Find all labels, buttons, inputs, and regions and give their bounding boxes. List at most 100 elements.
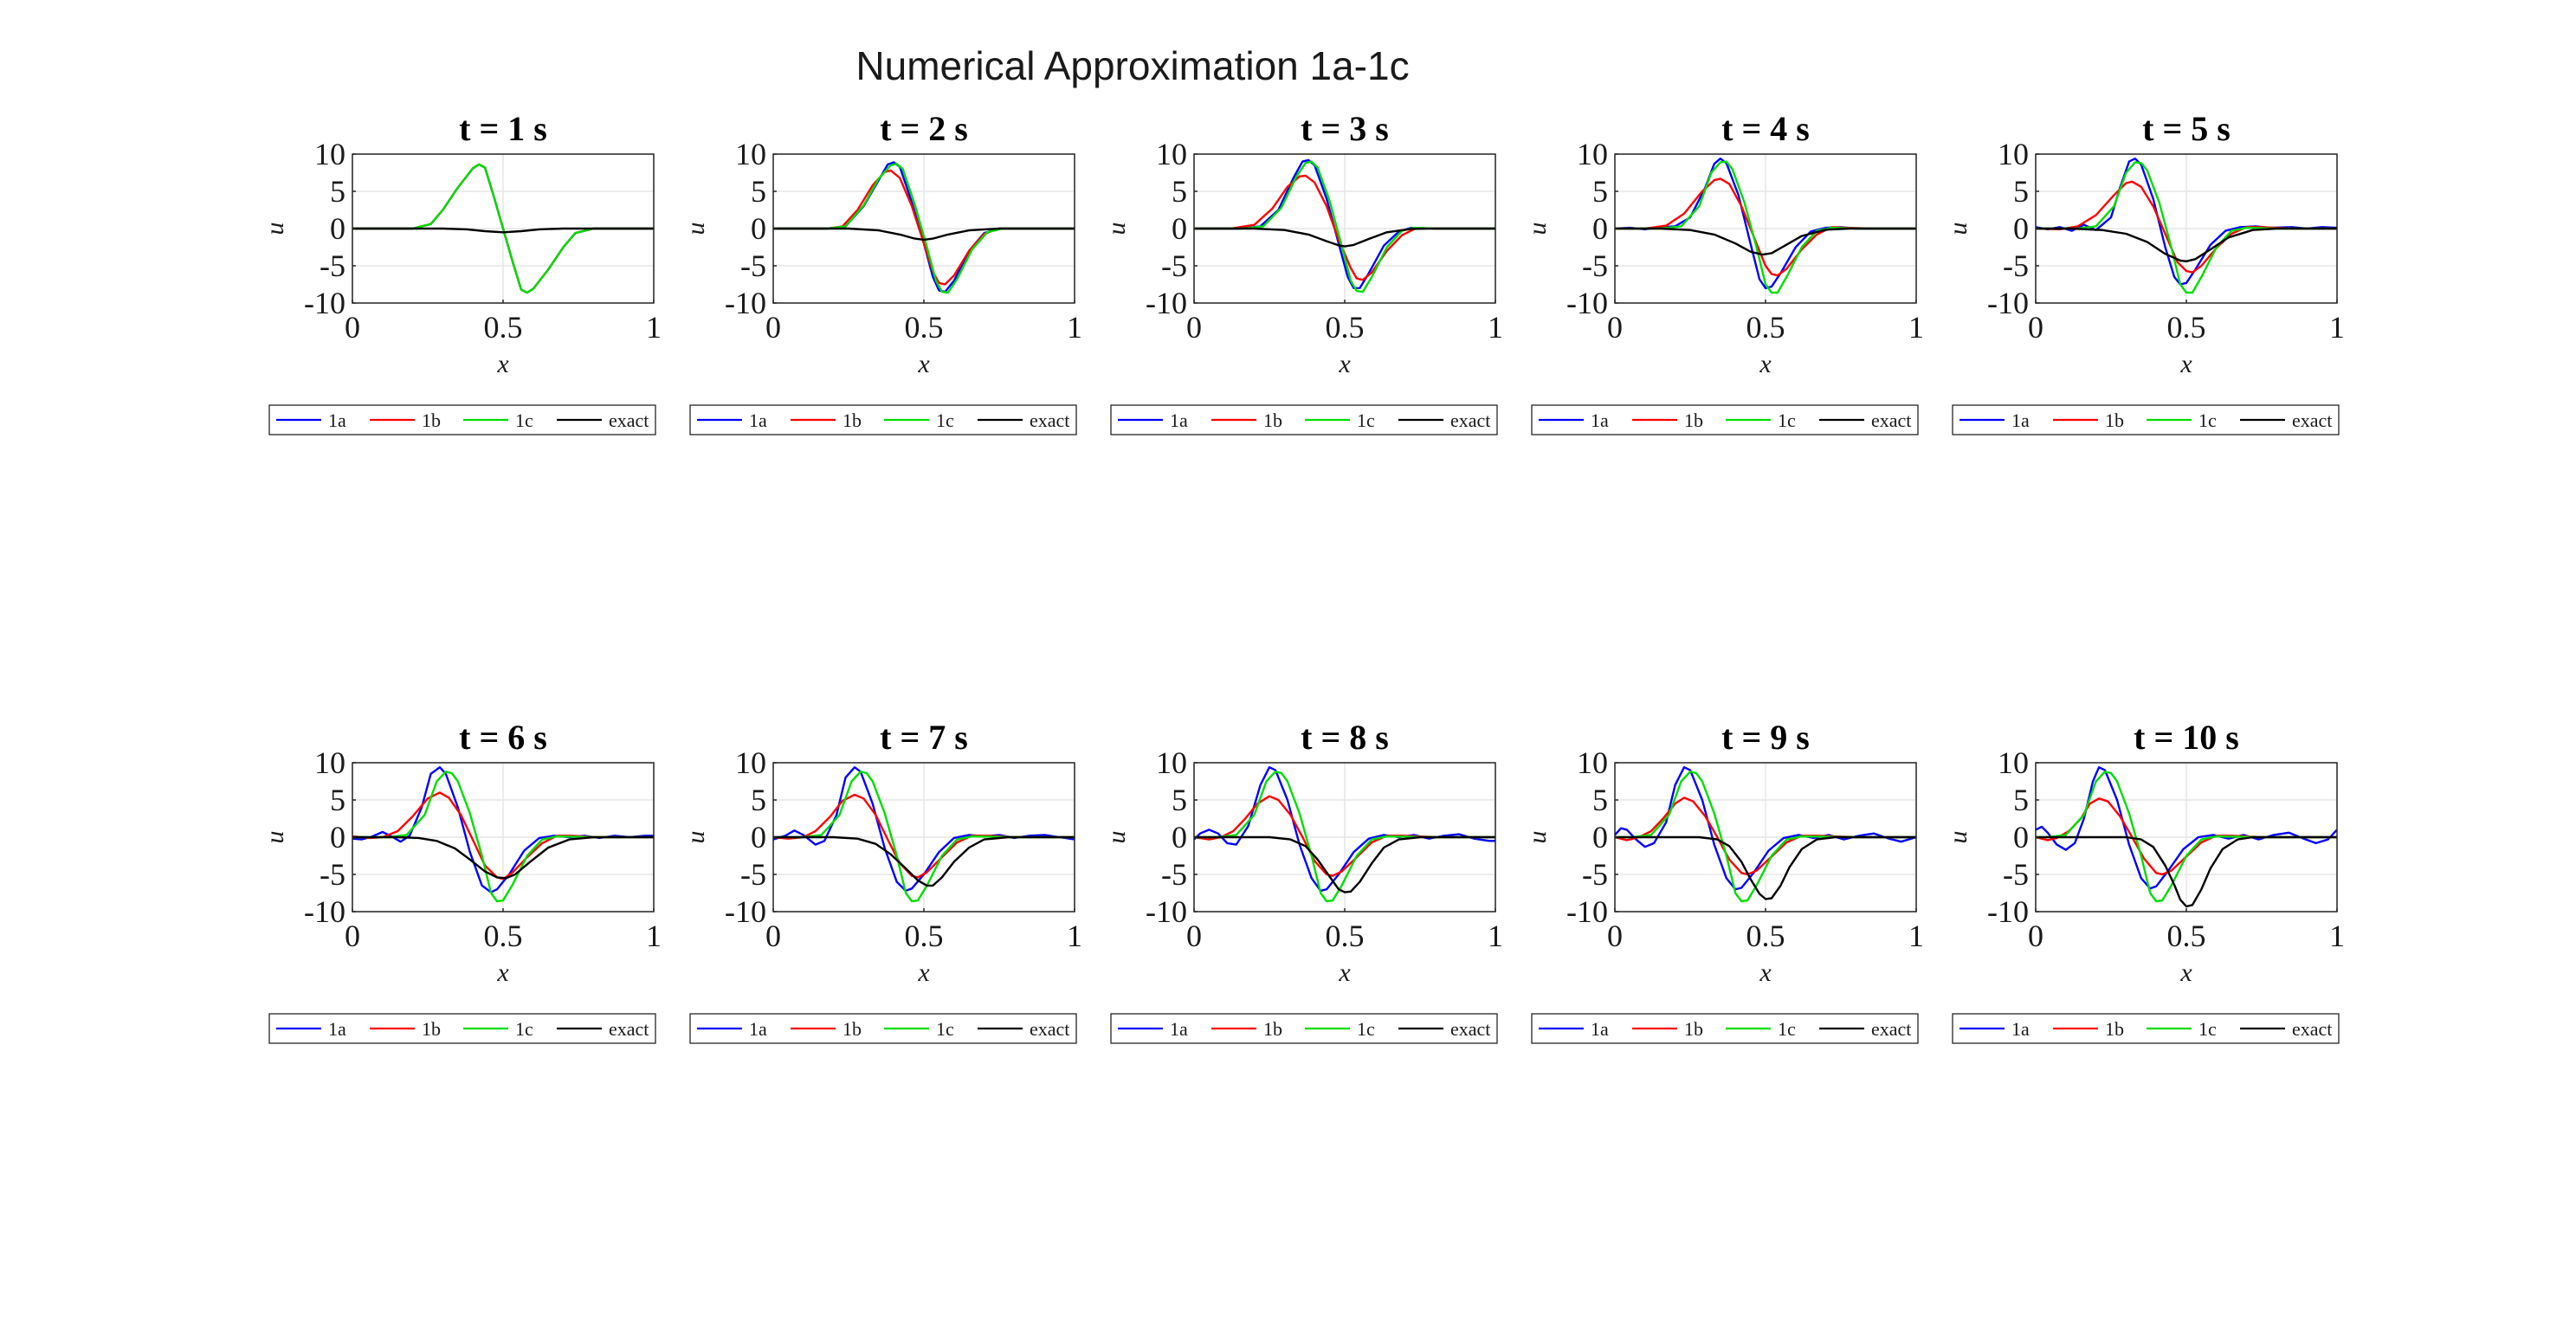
series-line-exact <box>2036 835 2337 908</box>
x-tick-label: 0.5 <box>1746 310 1785 345</box>
series-line-1c <box>2036 771 2337 903</box>
legend-label-1c: 1c <box>1778 410 1796 431</box>
series-line-1a <box>2036 766 2337 890</box>
legend: 1a 1b 1c exact <box>689 1013 1077 1044</box>
legend: 1a 1b 1c exact <box>1531 1013 1919 1044</box>
legend-label-exact: exact <box>2292 1018 2332 1040</box>
series-line-exact <box>2036 227 2337 262</box>
figure-title: Numerical Approximation 1a-1c <box>855 43 1409 88</box>
x-axis-label: x <box>2179 350 2192 378</box>
y-tick-label: 10 <box>1156 745 1187 780</box>
y-tick-label: 0 <box>1172 820 1187 855</box>
series-group <box>1615 158 1916 294</box>
legend-box <box>1531 1013 1919 1044</box>
series-line-1c <box>1615 771 1916 903</box>
y-tick-label: -5 <box>1582 248 1608 283</box>
x-tick-label: 0.5 <box>905 919 944 953</box>
legend-label-1c: 1c <box>936 1018 954 1040</box>
y-tick-label: -10 <box>1987 894 2029 929</box>
y-tick-label: 5 <box>1592 174 1608 209</box>
series-line-1c <box>1615 160 1916 294</box>
legend: 1a 1b 1c exact <box>268 1013 656 1044</box>
series-line-exact <box>1194 835 1495 893</box>
legend: 1a 1b 1c exact <box>268 404 656 435</box>
x-tick-label: 1 <box>646 310 662 345</box>
series-line-exact <box>352 227 654 234</box>
legend: 1a 1b 1c exact <box>1952 404 2340 435</box>
x-tick-label: 0.5 <box>905 310 944 345</box>
y-tick-label: 5 <box>1172 174 1187 209</box>
series-line-exact <box>773 227 1075 242</box>
y-tick-label: -5 <box>1161 248 1187 283</box>
series-line-exact <box>1194 227 1495 248</box>
legend-label-exact: exact <box>1030 410 1069 431</box>
subplot-title: t = 7 s <box>880 718 968 757</box>
x-tick-label: 0 <box>765 310 781 345</box>
y-tick-label: -10 <box>1146 894 1187 929</box>
y-tick-label: 0 <box>1592 211 1608 246</box>
legend-label-1a: 1a <box>749 410 767 431</box>
series-line-exact <box>773 835 1075 887</box>
legend-label-exact: exact <box>1030 1018 1069 1040</box>
y-axis-label: u <box>1102 222 1131 235</box>
y-tick-label: -5 <box>1582 857 1608 892</box>
x-tick-label: 1 <box>1908 919 1924 953</box>
x-tick-label: 0.5 <box>1746 919 1785 953</box>
x-tick-label: 1 <box>1067 310 1082 345</box>
subplot-title: t = 6 s <box>459 718 547 757</box>
y-tick-label: 10 <box>1156 137 1187 171</box>
legend-label-1a: 1a <box>749 1018 767 1040</box>
series-line-exact <box>1615 227 1916 256</box>
y-tick-label: -5 <box>2003 248 2029 283</box>
legend-label-1c: 1c <box>1778 1018 1796 1040</box>
x-axis-label: x <box>1759 350 1772 378</box>
x-tick-label: 1 <box>646 919 662 953</box>
y-tick-label: -5 <box>320 857 345 892</box>
x-tick-label: 0 <box>765 919 781 953</box>
x-tick-label: 0.5 <box>2167 310 2206 345</box>
x-tick-label: 0 <box>1186 919 1202 953</box>
y-tick-label: -10 <box>1987 286 2029 320</box>
y-axis-label: u <box>261 831 289 844</box>
legend-label-1a: 1a <box>1170 1018 1188 1040</box>
legend-label-1c: 1c <box>515 1018 533 1040</box>
series-group <box>352 766 654 903</box>
x-tick-label: 1 <box>1488 310 1503 345</box>
legend-label-1a: 1a <box>2011 410 2030 431</box>
x-tick-label: 1 <box>2329 310 2345 345</box>
subplot-title: t = 10 s <box>2134 718 2239 757</box>
x-tick-label: 0 <box>1186 310 1202 345</box>
legend-label-1c: 1c <box>1357 1018 1375 1040</box>
y-tick-label: 5 <box>330 783 345 817</box>
x-tick-label: 0 <box>1607 919 1623 953</box>
y-axis-label: u <box>261 222 289 235</box>
y-tick-label: -10 <box>725 894 766 929</box>
x-tick-label: 0 <box>1607 310 1623 345</box>
series-line-1c <box>773 163 1075 294</box>
y-tick-label: 0 <box>330 820 345 855</box>
x-axis-label: x <box>2179 958 2192 987</box>
y-tick-label: -5 <box>740 248 766 283</box>
x-axis-label: x <box>917 350 930 378</box>
y-tick-label: -10 <box>304 286 345 320</box>
series-line-1c <box>2036 161 2337 294</box>
legend-label-exact: exact <box>1871 1018 1911 1040</box>
legend-label-1b: 1b <box>1684 1018 1703 1040</box>
legend-label-1b: 1b <box>1684 410 1703 431</box>
legend: 1a 1b 1c exact <box>1110 404 1498 435</box>
x-axis-label: x <box>496 958 509 987</box>
legend-label-1c: 1c <box>515 410 533 431</box>
y-axis-label: u <box>1523 831 1552 844</box>
x-axis-label: x <box>1338 350 1351 378</box>
series-line-1c <box>352 771 654 903</box>
series-line-1c <box>352 163 654 294</box>
legend-label-exact: exact <box>609 410 649 431</box>
legend-label-1b: 1b <box>843 410 862 431</box>
legend-label-1b: 1b <box>422 410 441 431</box>
x-axis-label: x <box>1338 958 1351 987</box>
legend-label-1b: 1b <box>843 1018 862 1040</box>
